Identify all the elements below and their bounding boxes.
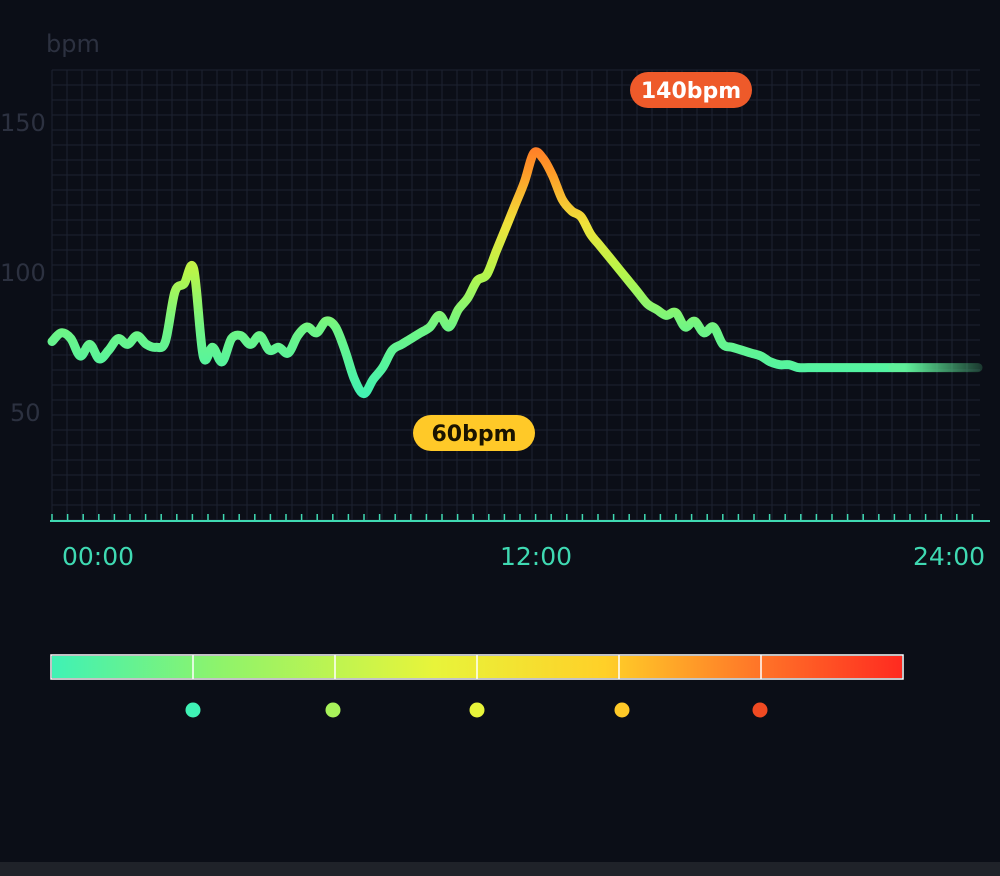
callout-min-label: 60bpm <box>431 422 516 447</box>
y-axis-ticks: 150 100 50 <box>0 109 46 427</box>
zone-dot-1 <box>185 702 201 718</box>
heart-rate-series-line <box>47 147 898 399</box>
callout-min-badge <box>413 415 535 451</box>
callout-max: 140bpm <box>630 72 752 108</box>
zone-dot-3 <box>469 702 485 718</box>
x-axis-minor-ticks <box>51 514 974 521</box>
zone-dot-4 <box>614 702 630 718</box>
y-tick-label: 100 <box>0 259 46 287</box>
color-scale-legend <box>50 654 904 718</box>
y-tick-label: 50 <box>10 399 41 427</box>
callout-min: 60bpm <box>413 415 535 451</box>
callout-max-badge <box>630 72 752 108</box>
x-tick-label: 00:00 <box>62 542 134 571</box>
y-tick-label: 150 <box>0 109 46 137</box>
callout-max-label: 140bpm <box>641 79 741 104</box>
zone-dot-2 <box>325 702 341 718</box>
x-tick-label: 12:00 <box>500 542 572 571</box>
y-axis-label: bpm <box>46 30 100 58</box>
x-tick-label: 24:00 <box>913 542 985 571</box>
bottom-edge-bar <box>0 862 1000 876</box>
zone-dot-5 <box>752 702 768 718</box>
chart-grid <box>51 69 980 521</box>
